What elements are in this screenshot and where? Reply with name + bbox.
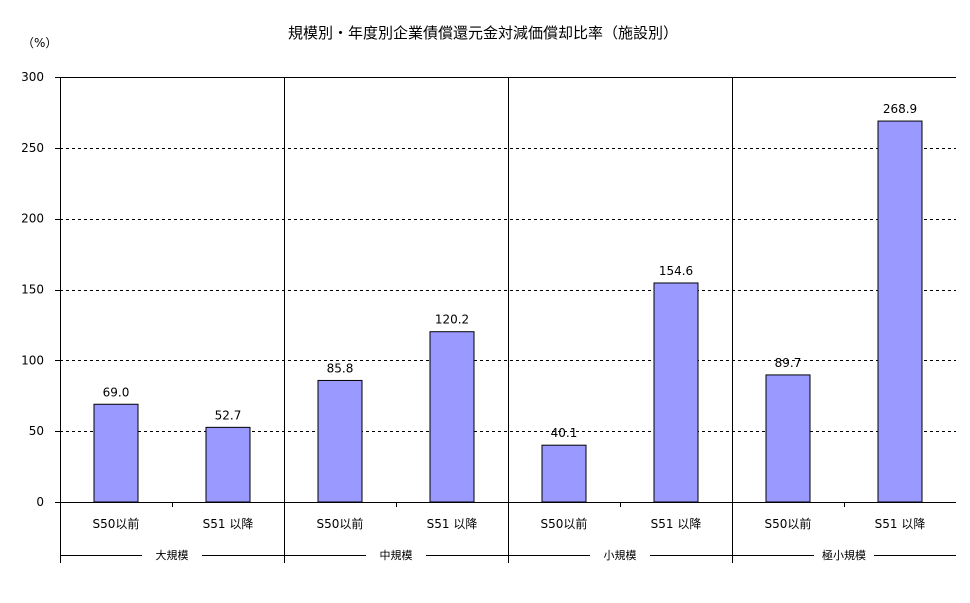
- x-tick-label: S51 以降: [203, 517, 254, 531]
- y-tick-label: 50: [29, 424, 44, 438]
- x-tick-label: S51 以降: [875, 517, 926, 531]
- data-label: 69.0: [103, 385, 130, 399]
- y-tick-label: 300: [21, 70, 44, 84]
- group-label: 極小規模: [822, 548, 866, 562]
- labels: 0 50 100 150 200 250 300 69.0 S50以前 52.7 S51 以降大規模…: [21, 70, 925, 562]
- x-tick-label: S50以前: [541, 516, 588, 531]
- group-label: 小規模: [604, 548, 637, 562]
- y-tick-label: 100: [21, 353, 44, 367]
- bars: [93, 120, 923, 503]
- data-label: 89.7: [775, 356, 802, 370]
- data-label: 52.7: [215, 408, 242, 422]
- bar-2-1: [653, 282, 699, 503]
- x-tick-label: S51 以降: [427, 517, 478, 531]
- bar-0-0: [93, 403, 139, 503]
- data-label: 154.6: [659, 264, 693, 278]
- y-tick-label: 250: [21, 141, 44, 155]
- y-tick-label: 150: [21, 283, 44, 297]
- axes: [55, 77, 956, 563]
- y-tick-label: 200: [21, 212, 44, 226]
- y-tick-label: 0: [36, 495, 44, 509]
- chart-title: 規模別・年度別企業債償還元金対減価償却比率（施設別）: [288, 24, 678, 42]
- x-tick-label: S51 以降: [651, 517, 702, 531]
- data-label: 85.8: [327, 361, 354, 375]
- group-label: 大規模: [156, 548, 189, 562]
- x-tick-label: S50以前: [93, 516, 140, 531]
- bar-3-0: [765, 374, 811, 503]
- bar-1-0: [317, 379, 363, 503]
- group-label: 中規模: [380, 548, 413, 562]
- y-axis-unit-label: （%）: [22, 36, 57, 50]
- bar-3-1: [877, 120, 923, 503]
- data-label: 120.2: [435, 313, 469, 327]
- x-tick-label: S50以前: [765, 516, 812, 531]
- bar-2-0: [541, 444, 587, 503]
- data-label: 40.1: [551, 426, 578, 440]
- bar-1-1: [429, 331, 475, 503]
- x-tick-label: S50以前: [317, 516, 364, 531]
- data-label: 268.9: [883, 102, 917, 116]
- bar-0-1: [205, 426, 251, 503]
